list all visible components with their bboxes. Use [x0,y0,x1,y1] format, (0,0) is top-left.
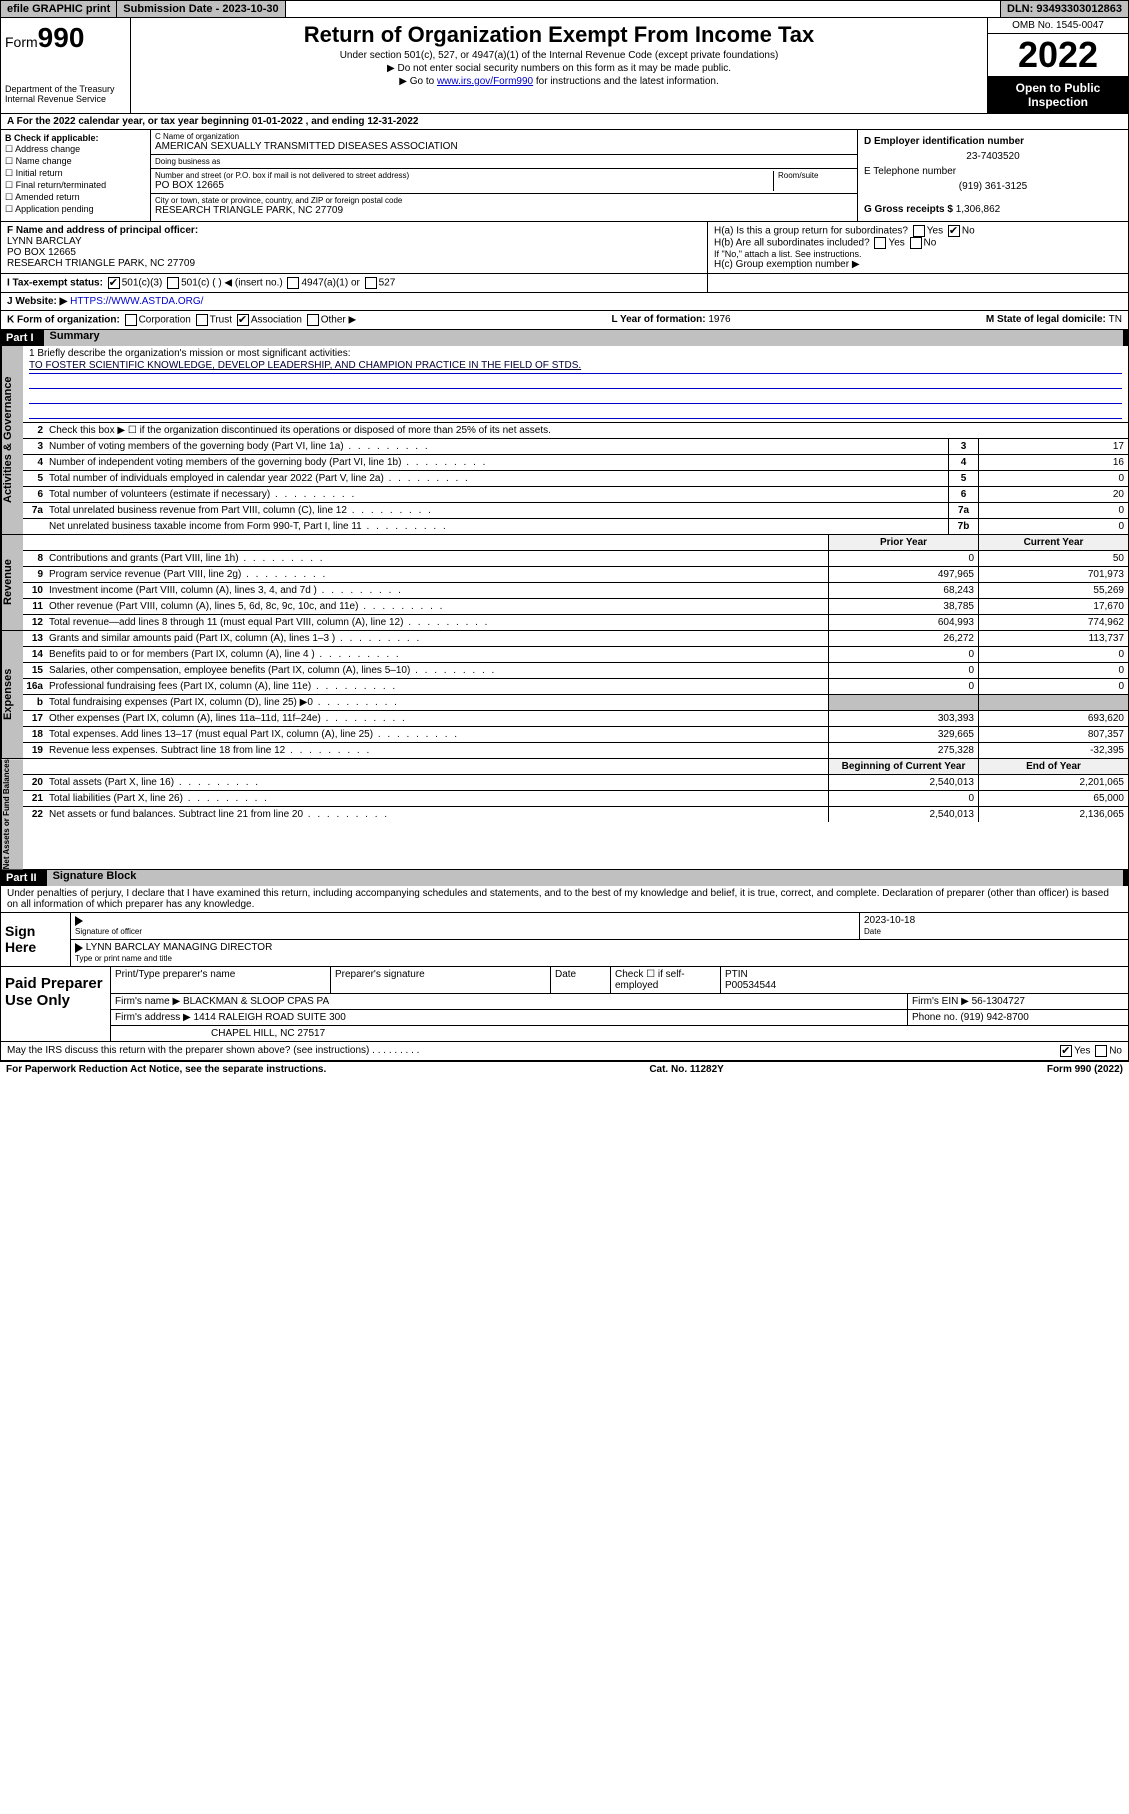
ssn-note: ▶ Do not enter social security numbers o… [135,63,983,74]
table-row: 12Total revenue—add lines 8 through 11 (… [23,615,1128,630]
discuss-yes [1060,1045,1072,1057]
table-row: 21Total liabilities (Part X, line 26)065… [23,791,1128,807]
table-row: 20Total assets (Part X, line 16)2,540,01… [23,775,1128,791]
table-row: 17Other expenses (Part IX, column (A), l… [23,711,1128,727]
row-a-period: A For the 2022 calendar year, or tax yea… [0,114,1129,130]
gross-receipts: 1,306,862 [956,204,1001,215]
summary-na: Net Assets or Fund Balances Beginning of… [0,759,1129,870]
form-header: Form990 Department of the Treasury Inter… [0,18,1129,114]
table-row: 10Investment income (Part VIII, column (… [23,583,1128,599]
dept-treasury: Department of the Treasury Internal Reve… [5,84,126,104]
sign-date: 2023-10-18 [864,915,915,926]
phone: (919) 361-3125 [864,181,1122,192]
omb-number: OMB No. 1545-0047 [988,18,1128,34]
irs-link[interactable]: www.irs.gov/Form990 [437,76,533,87]
efile-label: efile GRAPHIC print [1,1,117,17]
mission-block: 1 Briefly describe the organization's mi… [23,346,1128,423]
section-bcde: B Check if applicable: ☐ Address change☐… [0,130,1129,222]
firm-name: BLACKMAN & SLOOP CPAS PA [183,996,329,1007]
dln: DLN: 93493303012863 [1001,1,1128,17]
submission-date: Submission Date - 2023-10-30 [117,1,285,17]
col-c-org-info: C Name of organizationAMERICAN SEXUALLY … [151,130,858,221]
org-address: PO BOX 12665 [155,180,773,191]
tax-year: 2022 [988,34,1128,77]
website-link[interactable]: HTTPS://WWW.ASTDA.ORG/ [70,296,203,307]
officer-name-title: LYNN BARCLAY MANAGING DIRECTOR [86,942,273,953]
table-row: 4Number of independent voting members of… [23,455,1128,471]
table-row: 13Grants and similar amounts paid (Part … [23,631,1128,647]
may-discuss: May the IRS discuss this return with the… [0,1042,1129,1061]
table-row: 18Total expenses. Add lines 13–17 (must … [23,727,1128,743]
firm-address: 1414 RALEIGH ROAD SUITE 300 [194,1012,346,1023]
paid-preparer-block: Paid Preparer Use Only Print/Type prepar… [0,967,1129,1042]
group-return-no [948,225,960,237]
table-row: 14Benefits paid to or for members (Part … [23,647,1128,663]
row-j-website: J Website: ▶ HTTPS://WWW.ASTDA.ORG/ [0,293,1129,311]
page-footer: For Paperwork Reduction Act Notice, see … [0,1061,1129,1077]
row-f-h: F Name and address of principal officer:… [0,222,1129,274]
summary-ag: Activities & Governance 1 Briefly descri… [0,346,1129,535]
col-b-checkboxes: B Check if applicable: ☐ Address change☐… [1,130,151,221]
table-row: 16aProfessional fundraising fees (Part I… [23,679,1128,695]
org-city: RESEARCH TRIANGLE PARK, NC 27709 [155,205,853,216]
table-row: bTotal fundraising expenses (Part IX, co… [23,695,1128,711]
status-501c3 [108,277,120,289]
year-formation: 1976 [708,314,730,325]
vtab-expenses: Expenses [1,631,23,758]
topbar: efile GRAPHIC print Submission Date - 20… [0,0,1129,18]
table-row: 6Total number of volunteers (estimate if… [23,487,1128,503]
part2-header: Part IISignature Block [0,870,1129,886]
domicile-state: TN [1109,314,1122,325]
table-row: 7aTotal unrelated business revenue from … [23,503,1128,519]
table-row: 9Program service revenue (Part VIII, lin… [23,567,1128,583]
vtab-activities: Activities & Governance [1,346,23,534]
sig-declaration: Under penalties of perjury, I declare th… [0,886,1129,913]
summary-exp: Expenses 13Grants and similar amounts pa… [0,631,1129,759]
form-subtitle: Under section 501(c), 527, or 4947(a)(1)… [135,50,983,61]
ein: 23-7403520 [864,151,1122,162]
officer-name: LYNN BARCLAY [7,236,82,247]
mission-text: TO FOSTER SCIENTIFIC KNOWLEDGE, DEVELOP … [29,360,1122,374]
vtab-netassets: Net Assets or Fund Balances [1,759,23,869]
table-row: Net unrelated business taxable income fr… [23,519,1128,534]
firm-ein: 56-1304727 [972,996,1025,1007]
open-inspection: Open to Public Inspection [988,77,1128,113]
part1-header: Part ISummary [0,330,1129,346]
col-de-contact: D Employer identification number 23-7403… [858,130,1128,221]
table-row: 22Net assets or fund balances. Subtract … [23,807,1128,822]
summary-rev: Revenue Prior YearCurrent Year 8Contribu… [0,535,1129,631]
vtab-revenue: Revenue [1,535,23,630]
form-org-association [237,314,249,326]
ptin: P00534544 [725,980,776,991]
row-i: I Tax-exempt status: 501(c)(3) 501(c) ( … [0,274,1129,293]
table-row: 11Other revenue (Part VIII, column (A), … [23,599,1128,615]
table-row: 3Number of voting members of the governi… [23,439,1128,455]
firm-phone: (919) 942-8700 [960,1012,1028,1023]
table-row: 15Salaries, other compensation, employee… [23,663,1128,679]
table-row: 19Revenue less expenses. Subtract line 1… [23,743,1128,758]
table-row: 8Contributions and grants (Part VIII, li… [23,551,1128,567]
row-klm: K Form of organization: Corporation Trus… [0,311,1129,330]
sign-here-block: Sign Here Signature of officer 2023-10-1… [0,913,1129,967]
table-row: 5Total number of individuals employed in… [23,471,1128,487]
goto-note: ▶ Go to www.irs.gov/Form990 for instruct… [135,76,983,87]
org-name: AMERICAN SEXUALLY TRANSMITTED DISEASES A… [155,141,853,152]
form-title: Return of Organization Exempt From Incom… [135,22,983,48]
form-number: Form990 [5,22,126,54]
